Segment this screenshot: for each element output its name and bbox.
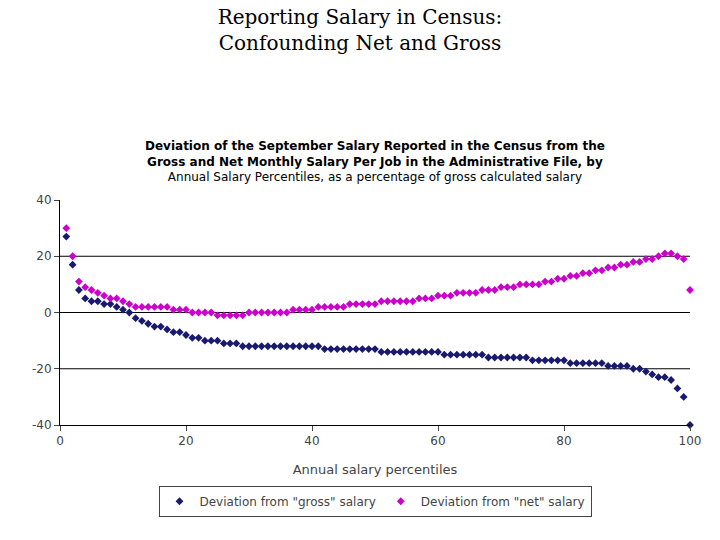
svg-text:100: 100 [679,434,702,448]
svg-text:Annual salary percentiles: Annual salary percentiles [293,462,458,477]
svg-text:40: 40 [304,434,319,448]
svg-text:Deviation from "net" salary: Deviation from "net" salary [421,495,585,509]
svg-text:Reporting Salary in Census:Con: Reporting Salary in Census:Confounding N… [218,5,503,55]
svg-text:Deviation of the September Sal: Deviation of the September Salary Report… [145,139,605,184]
svg-text:0: 0 [56,434,64,448]
svg-text:20: 20 [178,434,193,448]
svg-text:Deviation from "gross" salary: Deviation from "gross" salary [200,495,376,509]
svg-text:0: 0 [44,306,52,320]
svg-text:40: 40 [36,193,51,207]
svg-text:60: 60 [430,434,445,448]
svg-text:80: 80 [556,434,571,448]
svg-text:-40: -40 [32,418,52,432]
svg-text:-20: -20 [32,362,52,376]
svg-text:20: 20 [36,249,51,263]
